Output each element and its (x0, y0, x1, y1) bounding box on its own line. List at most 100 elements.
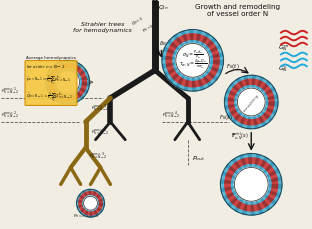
Text: Average hemodynamics
for order $n=N-2$
$\bar{p}_{n=N-1}=\frac{1}{K_v}\sum_{k_v}p: Average hemodynamics for order $n=N-2$ $… (26, 56, 76, 105)
Wedge shape (78, 87, 88, 94)
Wedge shape (188, 78, 193, 92)
Wedge shape (54, 64, 62, 74)
Wedge shape (92, 190, 96, 197)
Wedge shape (197, 32, 206, 46)
Wedge shape (79, 75, 89, 81)
Wedge shape (247, 201, 251, 215)
Wedge shape (258, 157, 268, 170)
Wedge shape (49, 85, 54, 89)
Wedge shape (235, 84, 241, 90)
Wedge shape (267, 167, 274, 173)
Wedge shape (83, 193, 86, 196)
Wedge shape (235, 157, 244, 170)
Wedge shape (180, 76, 188, 90)
Wedge shape (56, 94, 60, 99)
Wedge shape (81, 194, 85, 198)
Wedge shape (225, 177, 231, 182)
Wedge shape (85, 211, 89, 215)
Wedge shape (61, 97, 65, 101)
Wedge shape (265, 94, 278, 100)
Wedge shape (49, 89, 59, 97)
Wedge shape (204, 38, 216, 50)
Wedge shape (251, 120, 255, 125)
Wedge shape (167, 70, 180, 81)
Text: $\tau_{w,N}=\frac{4\mu_N Q_N}{\pi a_N^2}$: $\tau_{w,N}=\frac{4\mu_N Q_N}{\pi a_N^2}… (178, 57, 207, 71)
Wedge shape (241, 118, 246, 124)
Wedge shape (254, 154, 260, 169)
Wedge shape (47, 87, 57, 94)
Wedge shape (60, 61, 66, 72)
Wedge shape (162, 61, 176, 65)
Wedge shape (80, 193, 86, 199)
Wedge shape (251, 116, 256, 129)
Wedge shape (229, 105, 234, 110)
Wedge shape (76, 90, 85, 99)
Wedge shape (68, 98, 71, 101)
Text: remodeling: remodeling (242, 93, 260, 112)
Wedge shape (256, 200, 264, 214)
Wedge shape (247, 158, 251, 164)
Wedge shape (92, 210, 96, 217)
Wedge shape (209, 52, 223, 59)
Wedge shape (79, 71, 84, 75)
Wedge shape (271, 188, 277, 192)
Wedge shape (97, 197, 104, 202)
Text: Growth and remodeling
of vessel order N: Growth and remodeling of vessel order N (195, 4, 280, 17)
Wedge shape (240, 204, 245, 210)
Wedge shape (77, 89, 87, 97)
Wedge shape (269, 103, 274, 106)
Wedge shape (184, 31, 190, 45)
Wedge shape (165, 68, 178, 78)
Wedge shape (208, 48, 222, 56)
Wedge shape (227, 87, 240, 96)
Wedge shape (267, 92, 273, 97)
Wedge shape (81, 88, 85, 92)
Wedge shape (227, 193, 233, 199)
Wedge shape (221, 187, 235, 193)
Wedge shape (195, 77, 201, 91)
Wedge shape (254, 158, 259, 164)
Wedge shape (265, 105, 278, 111)
Wedge shape (78, 72, 88, 79)
Wedge shape (95, 210, 98, 214)
Wedge shape (251, 154, 256, 168)
Wedge shape (167, 67, 173, 72)
Wedge shape (264, 164, 277, 175)
Wedge shape (266, 89, 271, 95)
Wedge shape (266, 191, 279, 201)
Wedge shape (178, 37, 184, 43)
Wedge shape (266, 189, 281, 197)
Wedge shape (247, 116, 251, 129)
Wedge shape (99, 198, 102, 201)
Wedge shape (265, 198, 271, 204)
Wedge shape (56, 67, 60, 71)
Wedge shape (232, 81, 243, 93)
Wedge shape (82, 83, 86, 86)
Wedge shape (193, 78, 197, 92)
Wedge shape (262, 196, 275, 208)
Wedge shape (79, 198, 82, 201)
Wedge shape (225, 185, 230, 188)
Wedge shape (260, 161, 266, 167)
Wedge shape (72, 62, 79, 73)
Text: $Q_{n+S}$: $Q_{n+S}$ (131, 15, 146, 28)
Wedge shape (229, 196, 235, 202)
Wedge shape (254, 201, 260, 215)
Wedge shape (77, 68, 82, 73)
Wedge shape (193, 35, 197, 40)
Wedge shape (244, 205, 248, 211)
Wedge shape (83, 210, 86, 214)
Wedge shape (214, 57, 219, 61)
Wedge shape (98, 196, 101, 199)
Wedge shape (68, 95, 71, 105)
Wedge shape (225, 105, 238, 111)
Wedge shape (100, 201, 102, 203)
Wedge shape (238, 117, 243, 123)
Wedge shape (262, 161, 275, 174)
Wedge shape (70, 61, 75, 72)
Wedge shape (165, 44, 178, 54)
Wedge shape (260, 197, 271, 210)
Wedge shape (173, 35, 183, 48)
Wedge shape (96, 206, 103, 212)
Wedge shape (65, 98, 68, 101)
